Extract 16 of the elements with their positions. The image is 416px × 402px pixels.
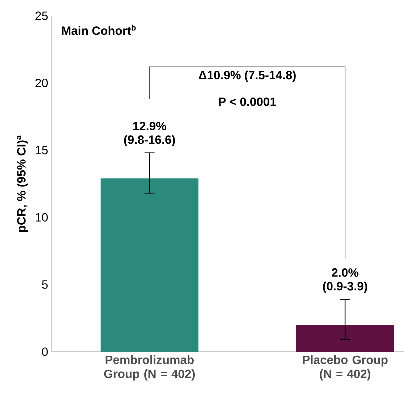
- annotation: 2.0%: [332, 268, 359, 278]
- annotation: Δ10.9% (7.5-14.8): [199, 70, 296, 82]
- annotation: (0.9-3.9): [323, 282, 368, 294]
- y-tick-label: 25: [36, 12, 48, 20]
- y-axis-title: pCR, % (95% CI)$^{a}$: [17, 136, 28, 232]
- y-tick-label: 15: [36, 146, 48, 155]
- annotation: P < 0.0001: [219, 98, 276, 106]
- annotation: 12.9%: [134, 122, 166, 131]
- y-tick-label: 5: [42, 280, 48, 289]
- y-tick-label: 10: [36, 213, 48, 222]
- y-tick-label: 20: [36, 78, 48, 88]
- annotation: (9.8-16.6): [124, 135, 176, 147]
- x-tick-label: Pembrolizumab Group (N = 402): [104, 356, 196, 381]
- x-tick-label: Placebo Group (N = 402): [303, 356, 388, 381]
- text: Main Cohort$^{b}$: [62, 24, 136, 36]
- y-tick-label: 0: [42, 348, 48, 356]
